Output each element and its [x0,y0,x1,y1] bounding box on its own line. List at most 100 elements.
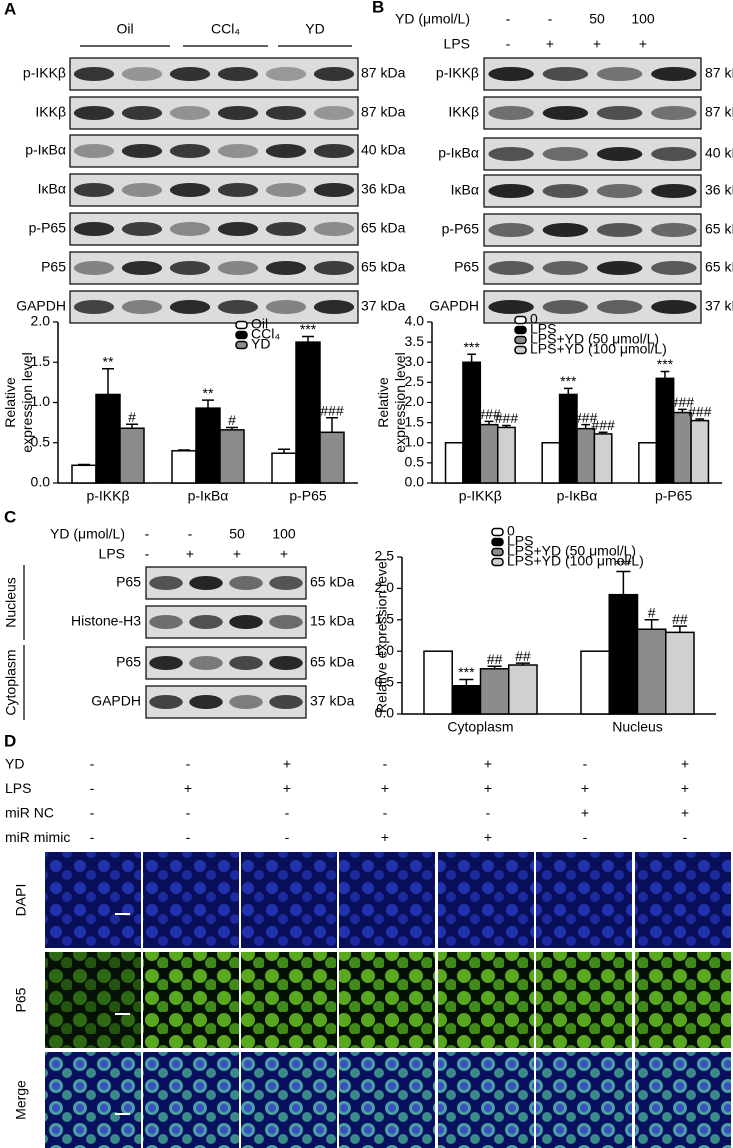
x-tick-label: p-IKKβ [86,488,129,504]
y-axis-label: Relative expression level [374,558,390,713]
blot [69,96,359,130]
bar [479,423,499,484]
treatment-value: + [233,546,241,562]
bar [423,650,453,715]
band [169,183,211,197]
band [217,300,259,314]
band [542,223,589,237]
y-tick-label: 1.0 [405,433,425,449]
fraction-label: Cytoplasm [3,649,19,715]
band [73,183,115,197]
y-tick-label: 0.0 [375,705,395,721]
legend-label: LPS+YD (50 μmol/L) [530,331,659,347]
significance: *** [463,339,480,355]
size-label: 37 kDa [361,298,406,314]
condition-value: + [381,829,389,845]
band [217,144,259,158]
band [73,67,115,81]
band [313,183,355,197]
y-axis-label: expression level [392,352,408,452]
condition-value: + [581,805,589,821]
treatment-label: YD (μmol/L) [50,526,125,542]
y-axis-label: Relative [375,377,391,428]
band [313,222,355,236]
error-bar [102,367,114,395]
blot [69,290,359,324]
condition-value: + [484,829,492,845]
protein-label: p-P65 [29,220,67,236]
band [313,106,355,120]
band [542,300,589,314]
condition-label: miR NC [5,805,54,821]
error-bar [563,387,573,395]
error-bar [672,625,687,633]
condition-value: + [581,780,589,796]
error-bar [660,370,670,379]
protein-label: p-IKKβ [436,65,479,81]
treatment-value: 100 [631,11,655,27]
band [313,261,355,275]
condition-value: - [383,805,388,821]
error-bar [202,399,214,409]
blot [69,251,359,285]
band [651,67,697,81]
legend-label: LPS+YD (100 μmol/L) [530,341,667,357]
error-bar [695,418,705,421]
condition-value: - [583,756,588,772]
condition-value: + [681,805,689,821]
band [217,222,259,236]
legend-swatch [491,537,504,547]
y-tick-label: 3.0 [405,353,425,369]
treatment-value: + [186,546,194,562]
band [149,656,183,670]
bar [451,684,482,715]
band [169,144,211,158]
error-bar [178,449,190,451]
y-tick-label: 0.0 [405,474,425,490]
x-tick-label: p-P65 [655,488,693,504]
significance: ### [574,409,598,425]
error-bar [598,431,608,434]
x-tick-label: p-IκBα [557,488,598,504]
legend-swatch [514,325,527,335]
bar [479,668,510,715]
size-label: 36 kDa [361,181,406,197]
significance: *** [300,321,317,337]
treatment-label: LPS [99,546,125,562]
band [313,144,355,158]
treatment-label: LPS [444,36,470,52]
band [269,656,303,670]
legend-label: LPS [530,321,556,337]
significance: # [228,412,236,428]
treatment-value: + [546,36,554,52]
bar [593,433,613,484]
band [121,67,163,81]
bar [444,442,464,484]
band [596,184,643,198]
treatment-value: - [506,36,511,52]
treatment-value: 50 [229,526,245,542]
band [542,261,589,275]
band [542,67,589,81]
band [542,184,589,198]
band [169,261,211,275]
protein-label: IKKβ [35,104,66,120]
legend-swatch [514,315,527,325]
size-label: 37 kDa [705,298,733,314]
significance: ### [477,406,501,422]
bar [171,450,197,484]
band [121,144,163,158]
band [651,300,697,314]
y-tick-label: 2.5 [405,373,425,389]
protein-label: p-IKKβ [23,65,66,81]
bar [271,452,297,484]
micrograph [241,852,337,948]
protein-label: GAPDH [429,298,479,314]
size-label: 65 kDa [361,220,406,236]
band [651,147,697,161]
significance: *** [615,556,632,572]
band [313,67,355,81]
band [73,261,115,275]
blot [69,173,359,207]
blot [69,212,359,246]
